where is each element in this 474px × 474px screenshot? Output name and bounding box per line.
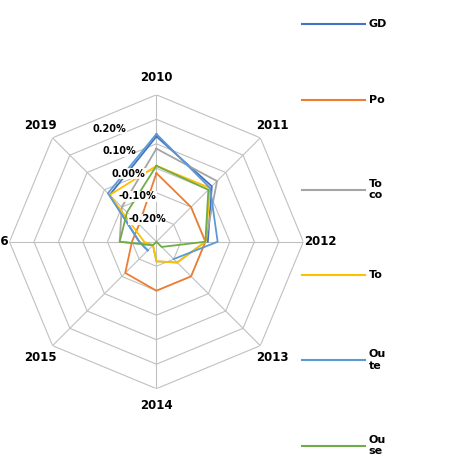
Text: Po: Po [369, 94, 384, 105]
Text: 0.10%: 0.10% [102, 146, 136, 156]
Text: GD: GD [369, 18, 387, 29]
Text: 2019: 2019 [24, 119, 57, 132]
Text: Ou
te: Ou te [369, 349, 386, 371]
Text: -0.10%: -0.10% [119, 191, 156, 201]
Text: To: To [369, 270, 383, 280]
Text: 2015: 2015 [24, 351, 57, 364]
Text: 2012: 2012 [304, 235, 337, 248]
Text: 0.20%: 0.20% [93, 124, 127, 134]
Text: 2016: 2016 [0, 235, 9, 248]
Text: To
co: To co [369, 179, 383, 201]
Text: 2010: 2010 [140, 71, 173, 84]
Text: 2013: 2013 [256, 351, 289, 364]
Text: -0.20%: -0.20% [128, 214, 166, 224]
Text: Ou
se: Ou se [369, 435, 386, 456]
Text: 2014: 2014 [140, 399, 173, 412]
Text: 2011: 2011 [256, 119, 289, 132]
Text: 0.00%: 0.00% [111, 169, 145, 179]
